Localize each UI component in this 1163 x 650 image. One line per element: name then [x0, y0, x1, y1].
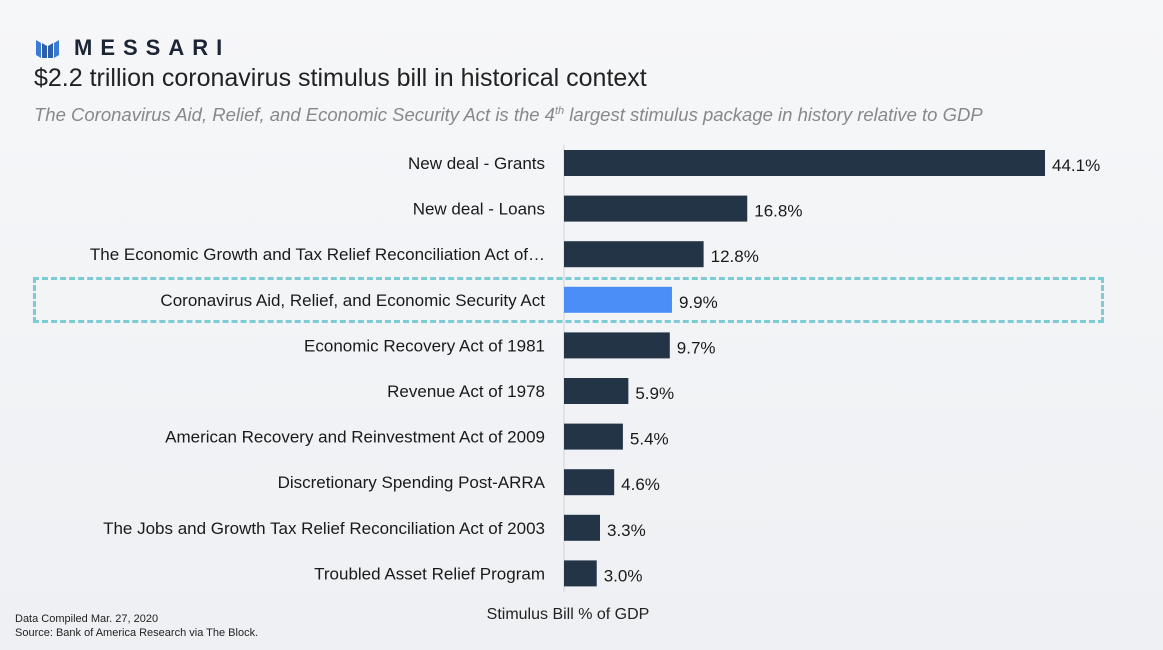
value-label: 44.1% [1052, 156, 1100, 175]
bar [564, 150, 1045, 176]
value-label: 12.8% [711, 247, 759, 266]
bar [564, 332, 670, 359]
bar-highlighted [564, 286, 672, 313]
messari-logo: MESSARI [36, 35, 231, 60]
bar [564, 469, 615, 496]
value-label: 9.7% [677, 338, 716, 357]
page-subtitle: The Coronavirus Aid, Relief, and Economi… [34, 100, 1134, 126]
bar [564, 423, 623, 450]
bar [564, 514, 600, 541]
data-compiled-note: Data Compiled Mar. 27, 2020 [15, 613, 159, 625]
messari-m-icon [36, 40, 59, 58]
subtitle-text-end: largest stimulus package in history rela… [564, 104, 983, 126]
x-axis-label: Stimulus Bill % of GDP [487, 606, 650, 623]
category-label: American Recovery and Reinvestment Act o… [165, 428, 545, 447]
subtitle-text: The Coronavirus Aid, Relief, and Economi… [34, 104, 555, 126]
category-label: New deal - Loans [413, 200, 545, 219]
bar [564, 241, 704, 268]
category-label: The Jobs and Growth Tax Relief Reconcili… [103, 519, 545, 538]
brand-name: MESSARI [74, 35, 231, 60]
source-note: Source: Bank of America Research via The… [15, 627, 259, 639]
subtitle-ordinal-suffix: th [554, 105, 565, 117]
category-label: Economic Recovery Act of 1981 [304, 336, 545, 355]
value-label: 5.4% [630, 430, 669, 449]
bar [564, 560, 597, 587]
value-label: 16.8% [754, 202, 802, 221]
value-label: 9.9% [679, 293, 718, 312]
value-label: 3.0% [604, 566, 643, 585]
bar [564, 195, 748, 222]
category-label: Troubled Asset Relief Program [314, 564, 545, 583]
page-title: $2.2 trillion coronavirus stimulus bill … [34, 64, 647, 92]
highlight-box [33, 277, 1104, 323]
value-label: 3.3% [607, 521, 646, 540]
value-label: 5.9% [635, 384, 674, 403]
bar [564, 378, 629, 404]
footer: Data Compiled Mar. 27, 2020 Source: Bank… [15, 612, 258, 640]
category-label: The Economic Growth and Tax Relief Recon… [90, 245, 545, 264]
category-label: Coronavirus Aid, Relief, and Economic Se… [160, 291, 545, 310]
category-label: Revenue Act of 1978 [387, 382, 545, 401]
value-label: 4.6% [621, 475, 660, 494]
category-label: Discretionary Spending Post-ARRA [278, 473, 546, 492]
category-label: New deal - Grants [408, 154, 545, 173]
